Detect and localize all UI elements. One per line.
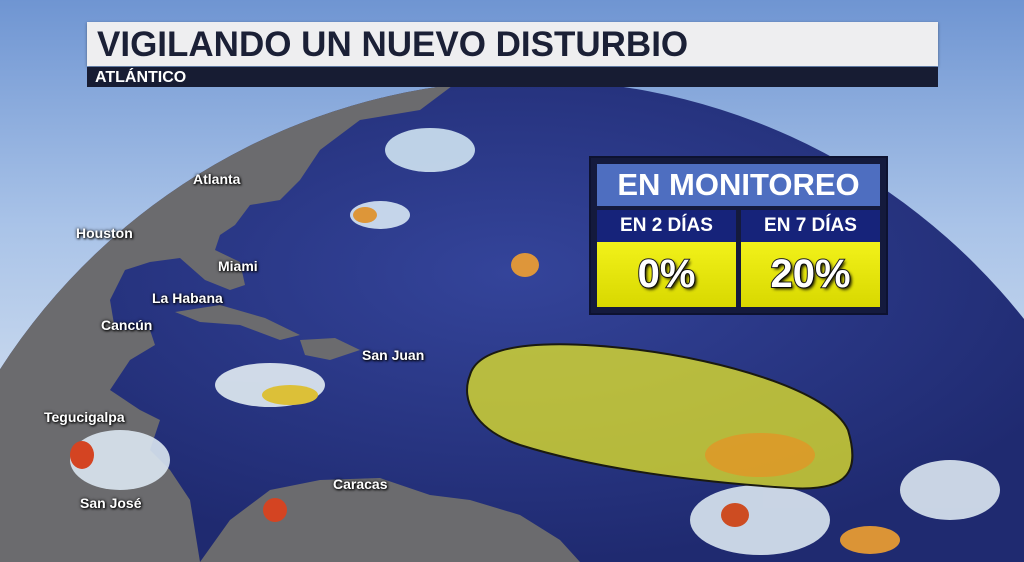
subtitle-bar: ATLÁNTICO <box>87 67 938 87</box>
city-label: San Juan <box>362 347 425 363</box>
hispaniola-land <box>300 338 360 360</box>
city-label: Miami <box>218 258 258 274</box>
period-label: EN 2 DÍAS <box>597 210 736 242</box>
city-label: Houston <box>76 225 133 241</box>
period-label: EN 7 DÍAS <box>741 210 880 242</box>
probability-value: 0% <box>597 242 736 307</box>
city-label: Caracas <box>333 476 388 492</box>
city-label: Tegucigalpa <box>44 409 125 425</box>
region-label: ATLÁNTICO <box>95 69 187 86</box>
cuba-land <box>175 305 300 340</box>
title-bar: VIGILANDO UN NUEVO DISTURBIO <box>87 22 938 66</box>
page-title: VIGILANDO UN NUEVO DISTURBIO <box>97 25 689 64</box>
city-label: Cancún <box>101 317 153 333</box>
city-label: La Habana <box>152 290 223 306</box>
probability-value: 20% <box>741 242 880 307</box>
city-label: Atlanta <box>193 171 241 187</box>
panel-title: EN MONITOREO <box>597 164 880 206</box>
city-label: San José <box>80 495 142 511</box>
outlook-7-day: EN 7 DÍAS 20% <box>741 210 880 307</box>
south-america-land <box>200 478 580 562</box>
outlook-panel: EN MONITOREO EN 2 DÍAS 0% EN 7 DÍAS 20% <box>589 156 888 315</box>
outlook-2-day: EN 2 DÍAS 0% <box>597 210 736 307</box>
outlook-storm-cells <box>705 433 815 477</box>
